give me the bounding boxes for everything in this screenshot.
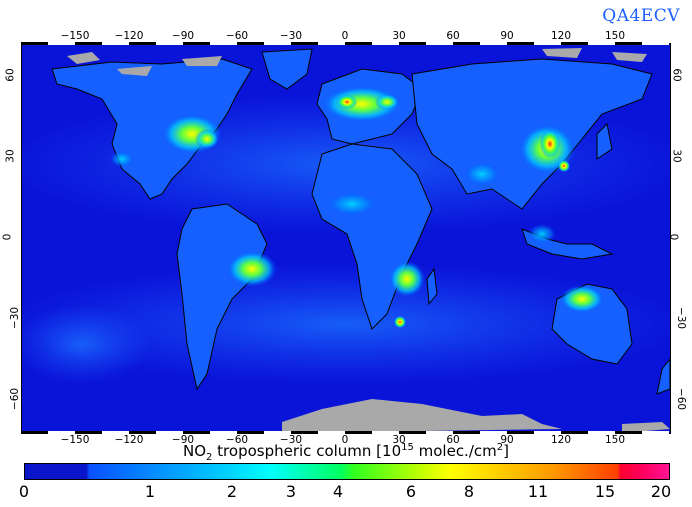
- longitude-tick-label: −90: [171, 434, 195, 446]
- longitude-tick-label: −90: [171, 30, 195, 42]
- colorbar-label: 4: [332, 482, 344, 501]
- latitude-tick-label: 30: [670, 149, 683, 164]
- latitude-tick-label: −30: [9, 307, 22, 330]
- longitude-tick-label: 90: [500, 434, 514, 446]
- longitude-tick-label: −60: [225, 434, 249, 446]
- longitude-tick-label: 120: [550, 434, 572, 446]
- latitude-tick-label: 60: [670, 68, 683, 83]
- longitude-tick-label: −30: [279, 30, 303, 42]
- longitude-tick-label: 120: [550, 30, 572, 42]
- no2-world-map[interactable]: [21, 43, 671, 434]
- longitude-tick-label: −150: [60, 434, 90, 446]
- longitude-tick-label: −60: [225, 30, 249, 42]
- map-frame-tick-bar: [21, 42, 669, 45]
- colorbar-label: 8: [463, 482, 475, 501]
- colorbar-label: 2: [226, 482, 238, 501]
- map-frame-tick-bar: [21, 431, 669, 434]
- colorbar-label: 20: [650, 482, 672, 501]
- latitude-tick-label: −60: [9, 388, 22, 411]
- longitude-tick-label: −120: [114, 434, 144, 446]
- longitude-tick-label: −30: [279, 434, 303, 446]
- colorbar-label: 6: [405, 482, 417, 501]
- longitude-tick-label: −150: [60, 30, 90, 42]
- qa4ecv-logo-text: QA4ECV: [602, 6, 680, 26]
- latitude-tick-label: 30: [4, 149, 17, 164]
- longitude-tick-label: 30: [392, 30, 406, 42]
- longitude-tick-label: 60: [446, 434, 460, 446]
- latitude-tick-label: −30: [675, 307, 688, 330]
- no2-colorbar: [24, 463, 670, 480]
- longitude-tick-label: 0: [341, 434, 349, 446]
- longitude-tick-label: 0: [341, 30, 349, 42]
- colorbar-label: 3: [285, 482, 297, 501]
- longitude-tick-label: 150: [604, 434, 626, 446]
- colorbar-label: 0: [18, 482, 30, 501]
- latitude-tick-label: 60: [4, 68, 17, 83]
- latitude-tick-label: 0: [1, 234, 14, 241]
- colorbar-label: 11: [527, 482, 549, 501]
- longitude-tick-label: 30: [392, 434, 406, 446]
- latitude-tick-label: −60: [675, 388, 688, 411]
- colorbar-label: 1: [144, 482, 156, 501]
- colorbar-title: NO2 tropospheric column [1015 molec./cm2…: [183, 442, 509, 463]
- map-graphic: [22, 44, 670, 433]
- longitude-tick-label: 90: [500, 30, 514, 42]
- longitude-tick-label: 60: [446, 30, 460, 42]
- colorbar-label: 15: [594, 482, 616, 501]
- longitude-tick-label: −120: [114, 30, 144, 42]
- longitude-tick-label: 150: [604, 30, 626, 42]
